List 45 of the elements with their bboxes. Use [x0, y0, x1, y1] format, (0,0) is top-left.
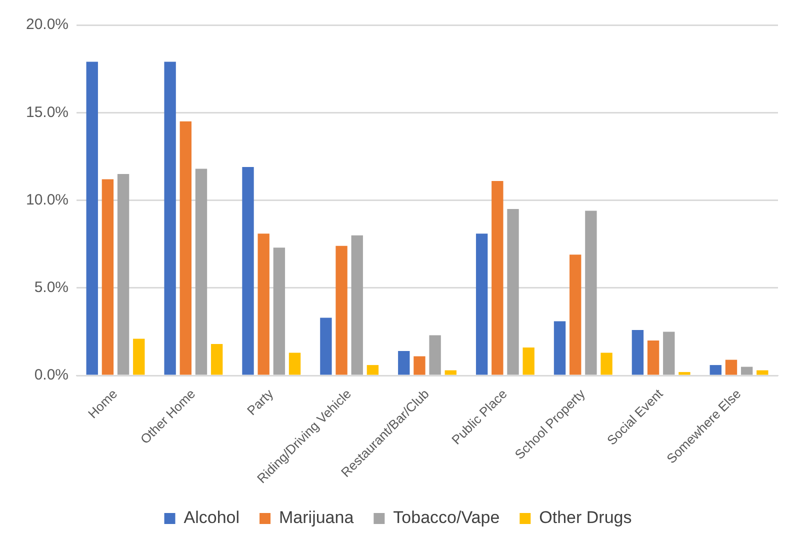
bar	[710, 365, 722, 375]
bar	[554, 321, 566, 375]
bar	[507, 209, 519, 375]
bar	[210, 344, 223, 375]
bar	[164, 62, 176, 375]
legend-label: Alcohol	[184, 508, 240, 528]
bar	[429, 335, 441, 375]
bar	[320, 318, 332, 375]
bar	[756, 370, 768, 375]
legend-label: Tobacco/Vape	[393, 508, 500, 528]
bar	[366, 365, 379, 375]
legend-label: Marijuana	[279, 508, 354, 528]
bar	[180, 121, 192, 375]
bar	[632, 330, 644, 375]
bar	[288, 352, 301, 375]
bar	[678, 372, 690, 375]
bar	[522, 348, 534, 375]
y-tick-label: 0.0%	[34, 366, 69, 384]
y-tick-label: 20.0%	[26, 16, 69, 34]
legend-label: Other Drugs	[539, 508, 632, 528]
bar	[273, 248, 286, 375]
bar	[647, 340, 660, 375]
bar	[414, 356, 426, 375]
bar	[258, 234, 270, 375]
bar	[336, 246, 348, 375]
bar	[585, 210, 597, 375]
bar	[351, 235, 363, 375]
y-tick-label: 5.0%	[34, 279, 69, 296]
bar	[195, 168, 208, 375]
bar	[133, 338, 145, 375]
bar	[102, 179, 114, 375]
bar	[398, 351, 410, 375]
bar	[476, 234, 488, 375]
bar	[444, 370, 456, 375]
y-tick-label: 10.0%	[26, 191, 69, 208]
bar	[740, 366, 753, 375]
bar	[492, 180, 504, 375]
bar	[725, 360, 738, 375]
bar	[663, 332, 675, 375]
bar	[86, 62, 98, 375]
y-tick-label: 15.0%	[26, 104, 69, 121]
bar	[117, 174, 130, 375]
bar	[570, 254, 582, 375]
bar	[600, 352, 612, 375]
bar	[242, 166, 254, 375]
